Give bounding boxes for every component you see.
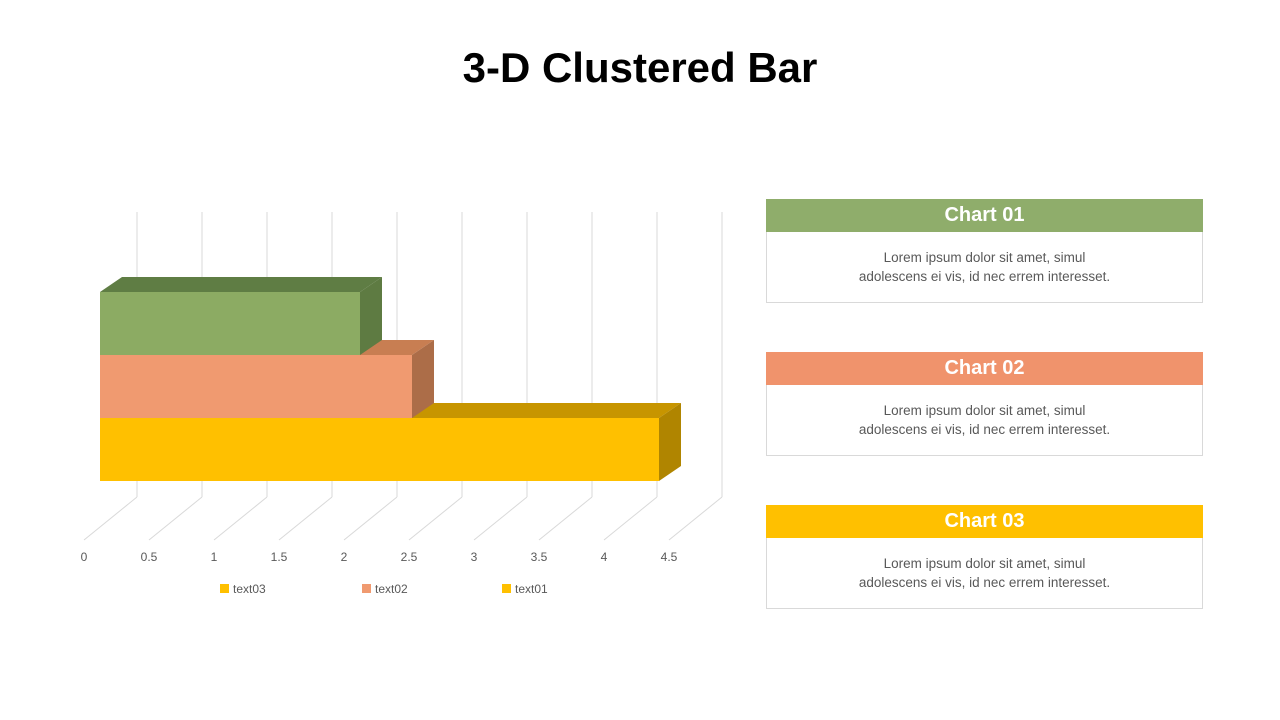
- legend-label-text03: text03: [233, 582, 266, 596]
- bar-side-text01: [659, 403, 681, 481]
- card-text-line: adolescens ei vis, id nec errem interess…: [858, 575, 1111, 590]
- x-axis-tick-label: 3: [471, 550, 478, 564]
- gridline-floor: [343, 496, 398, 541]
- legend-swatch-text02: [362, 584, 371, 593]
- card-chart-01-header: Chart 01: [766, 199, 1203, 232]
- legend-label-text02: text02: [375, 582, 408, 596]
- card-text-line: Lorem ipsum dolor sit amet, simul: [883, 555, 1086, 571]
- x-axis-tick-label: 3.5: [531, 550, 548, 564]
- card-chart-03-header: Chart 03: [766, 505, 1203, 538]
- bar-top-text03: [100, 277, 382, 292]
- card-chart-03-title: Chart 03: [944, 510, 1025, 532]
- card-chart-01: Chart 01 Lorem ipsum dolor sit amet, sim…: [766, 199, 1203, 303]
- legend-swatch-text03: [220, 584, 229, 593]
- bar-side-text03: [360, 277, 382, 355]
- card-text-line: adolescens ei vis, id nec errem interess…: [858, 422, 1111, 437]
- card-chart-01-body: Lorem ipsum dolor sit amet, simul adoles…: [766, 232, 1203, 303]
- x-axis-tick-label: 0: [81, 550, 88, 564]
- x-axis-tick-label: 4.5: [661, 550, 678, 564]
- gridline-floor: [603, 496, 658, 541]
- card-chart-02: Chart 02 Lorem ipsum dolor sit amet, sim…: [766, 352, 1203, 456]
- card-chart-01-title: Chart 01: [944, 204, 1025, 226]
- x-axis-tick-label: 2.5: [401, 550, 418, 564]
- card-chart-02-body: Lorem ipsum dolor sit amet, simul adoles…: [766, 385, 1203, 456]
- page-title: 3-D Clustered Bar: [462, 44, 818, 91]
- gridline-floor: [668, 496, 723, 541]
- x-axis-tick-label: 4: [601, 550, 608, 564]
- bar-text03: [100, 292, 360, 355]
- x-axis-tick-label: 1: [211, 550, 218, 564]
- x-axis-tick-label: 2: [341, 550, 348, 564]
- bar-side-text02: [412, 340, 434, 418]
- bar-text01: [100, 418, 659, 481]
- gridline-floor: [538, 496, 593, 541]
- legend-label-text01: text01: [515, 582, 548, 596]
- x-axis-tick-label: 0.5: [141, 550, 158, 564]
- legend-swatch-text01: [502, 584, 511, 593]
- card-chart-02-title: Chart 02: [944, 357, 1025, 379]
- gridline-floor: [408, 496, 463, 541]
- card-chart-03: Chart 03 Lorem ipsum dolor sit amet, sim…: [766, 505, 1203, 609]
- card-text-line: adolescens ei vis, id nec errem interess…: [858, 269, 1111, 284]
- card-text-line: Lorem ipsum dolor sit amet, simul: [883, 402, 1086, 418]
- gridline-floor: [278, 496, 333, 541]
- card-chart-03-body: Lorem ipsum dolor sit amet, simul adoles…: [766, 538, 1203, 609]
- gridline-floor: [83, 496, 138, 541]
- gridline-floor: [148, 496, 203, 541]
- card-chart-02-header: Chart 02: [766, 352, 1203, 385]
- card-text-line: Lorem ipsum dolor sit amet, simul: [883, 249, 1086, 265]
- x-axis-tick-label: 1.5: [271, 550, 288, 564]
- gridline-floor: [473, 496, 528, 541]
- gridline-floor: [213, 496, 268, 541]
- bar-text02: [100, 355, 412, 418]
